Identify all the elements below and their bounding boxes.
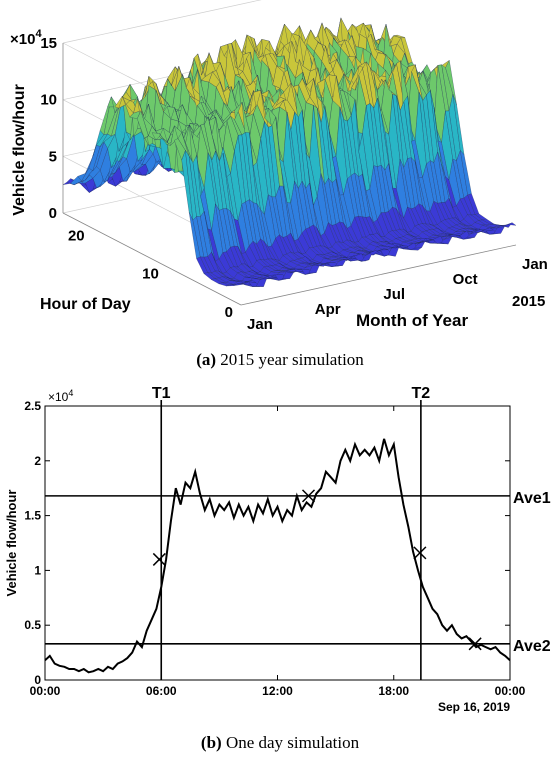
average-lines: Ave1 Ave2 (45, 490, 551, 655)
z-tick-label: 0 (49, 205, 57, 222)
month-tick-label: Jan (247, 316, 273, 333)
hour-axis-label: Hour of Day (40, 296, 131, 313)
hour-tick-label: 20 (68, 227, 85, 244)
month-tick-label: Jan (522, 256, 548, 273)
z-tick-labels: 0 5 10 15 (40, 35, 57, 222)
y-axis-label: Vehicle flow/hour (4, 490, 19, 597)
cross-marker (413, 546, 427, 560)
x-tick-label: 12:00 (262, 684, 293, 698)
hour-tick-label: 10 (142, 266, 159, 283)
cross-marker (301, 489, 316, 503)
z-axis-label: Vehicle flow/hour (11, 84, 28, 216)
x-ticks: 00:00 06:00 12:00 18:00 00:00 (30, 406, 526, 698)
month-axis-label: Month of Year (356, 311, 468, 330)
y-tick-label: 0 (34, 673, 41, 687)
month-tick-label: Oct (453, 271, 478, 288)
x-tick-label: 00:00 (495, 684, 526, 698)
month-tick-labels: Jan Apr Jul Oct Jan (247, 256, 548, 333)
surface-patch (504, 222, 517, 226)
wall-gridline (62, 0, 262, 44)
y-tick-label: 2.5 (24, 399, 41, 413)
caption-b: (b) One day simulation (201, 733, 360, 752)
threshold-lines: T1 T2 (152, 385, 430, 680)
y-ticks: 0 0.5 1 1.5 2 2.5 (24, 399, 510, 687)
z-tick-label: 5 (49, 148, 57, 165)
z-tick-label: 15 (40, 35, 57, 52)
average-line-label: Ave2 (513, 638, 551, 655)
year-label: 2015 (512, 293, 545, 310)
hour-axis-line (62, 212, 242, 306)
y-tick-label: 2 (34, 454, 41, 468)
z-exponent-label: ×104 (10, 28, 42, 48)
surface-chart: 0 5 10 15 ×104 Vehicle flow/hour 0 10 20 Hour… (10, 0, 548, 333)
hour-tick-labels: 0 10 20 (68, 227, 233, 321)
date-label: Sep 16, 2019 (438, 700, 510, 714)
x-tick-label: 06:00 (146, 684, 177, 698)
y-tick-label: 1.5 (24, 509, 41, 523)
series-line (44, 438, 511, 674)
threshold-line-label: T2 (412, 385, 431, 402)
plot-area (44, 405, 511, 681)
y-exponent-label: ×104 (48, 388, 73, 404)
x-tick-label: 18:00 (378, 684, 409, 698)
hour-tick-label: 0 (225, 304, 233, 321)
caption-a: (a) 2015 year simulation (196, 350, 364, 369)
surface-mesh (62, 17, 517, 287)
y-tick-label: 0.5 (24, 618, 41, 632)
month-tick-label: Apr (315, 301, 341, 318)
z-tick-label: 10 (40, 92, 57, 109)
month-tick-label: Jul (383, 286, 405, 303)
cross-marker (152, 552, 166, 566)
line-chart: 0 0.5 1 1.5 2 2.5 00:00 06:00 12:00 18:00 00:00 ×… (4, 385, 551, 714)
cross-marker (468, 637, 482, 651)
day-axis-line (240, 244, 517, 306)
average-line-label: Ave1 (513, 490, 551, 507)
y-tick-label: 1 (34, 563, 41, 577)
cross-markers (152, 489, 482, 651)
x-tick-label: 00:00 (30, 684, 61, 698)
threshold-line-label: T1 (152, 385, 171, 402)
